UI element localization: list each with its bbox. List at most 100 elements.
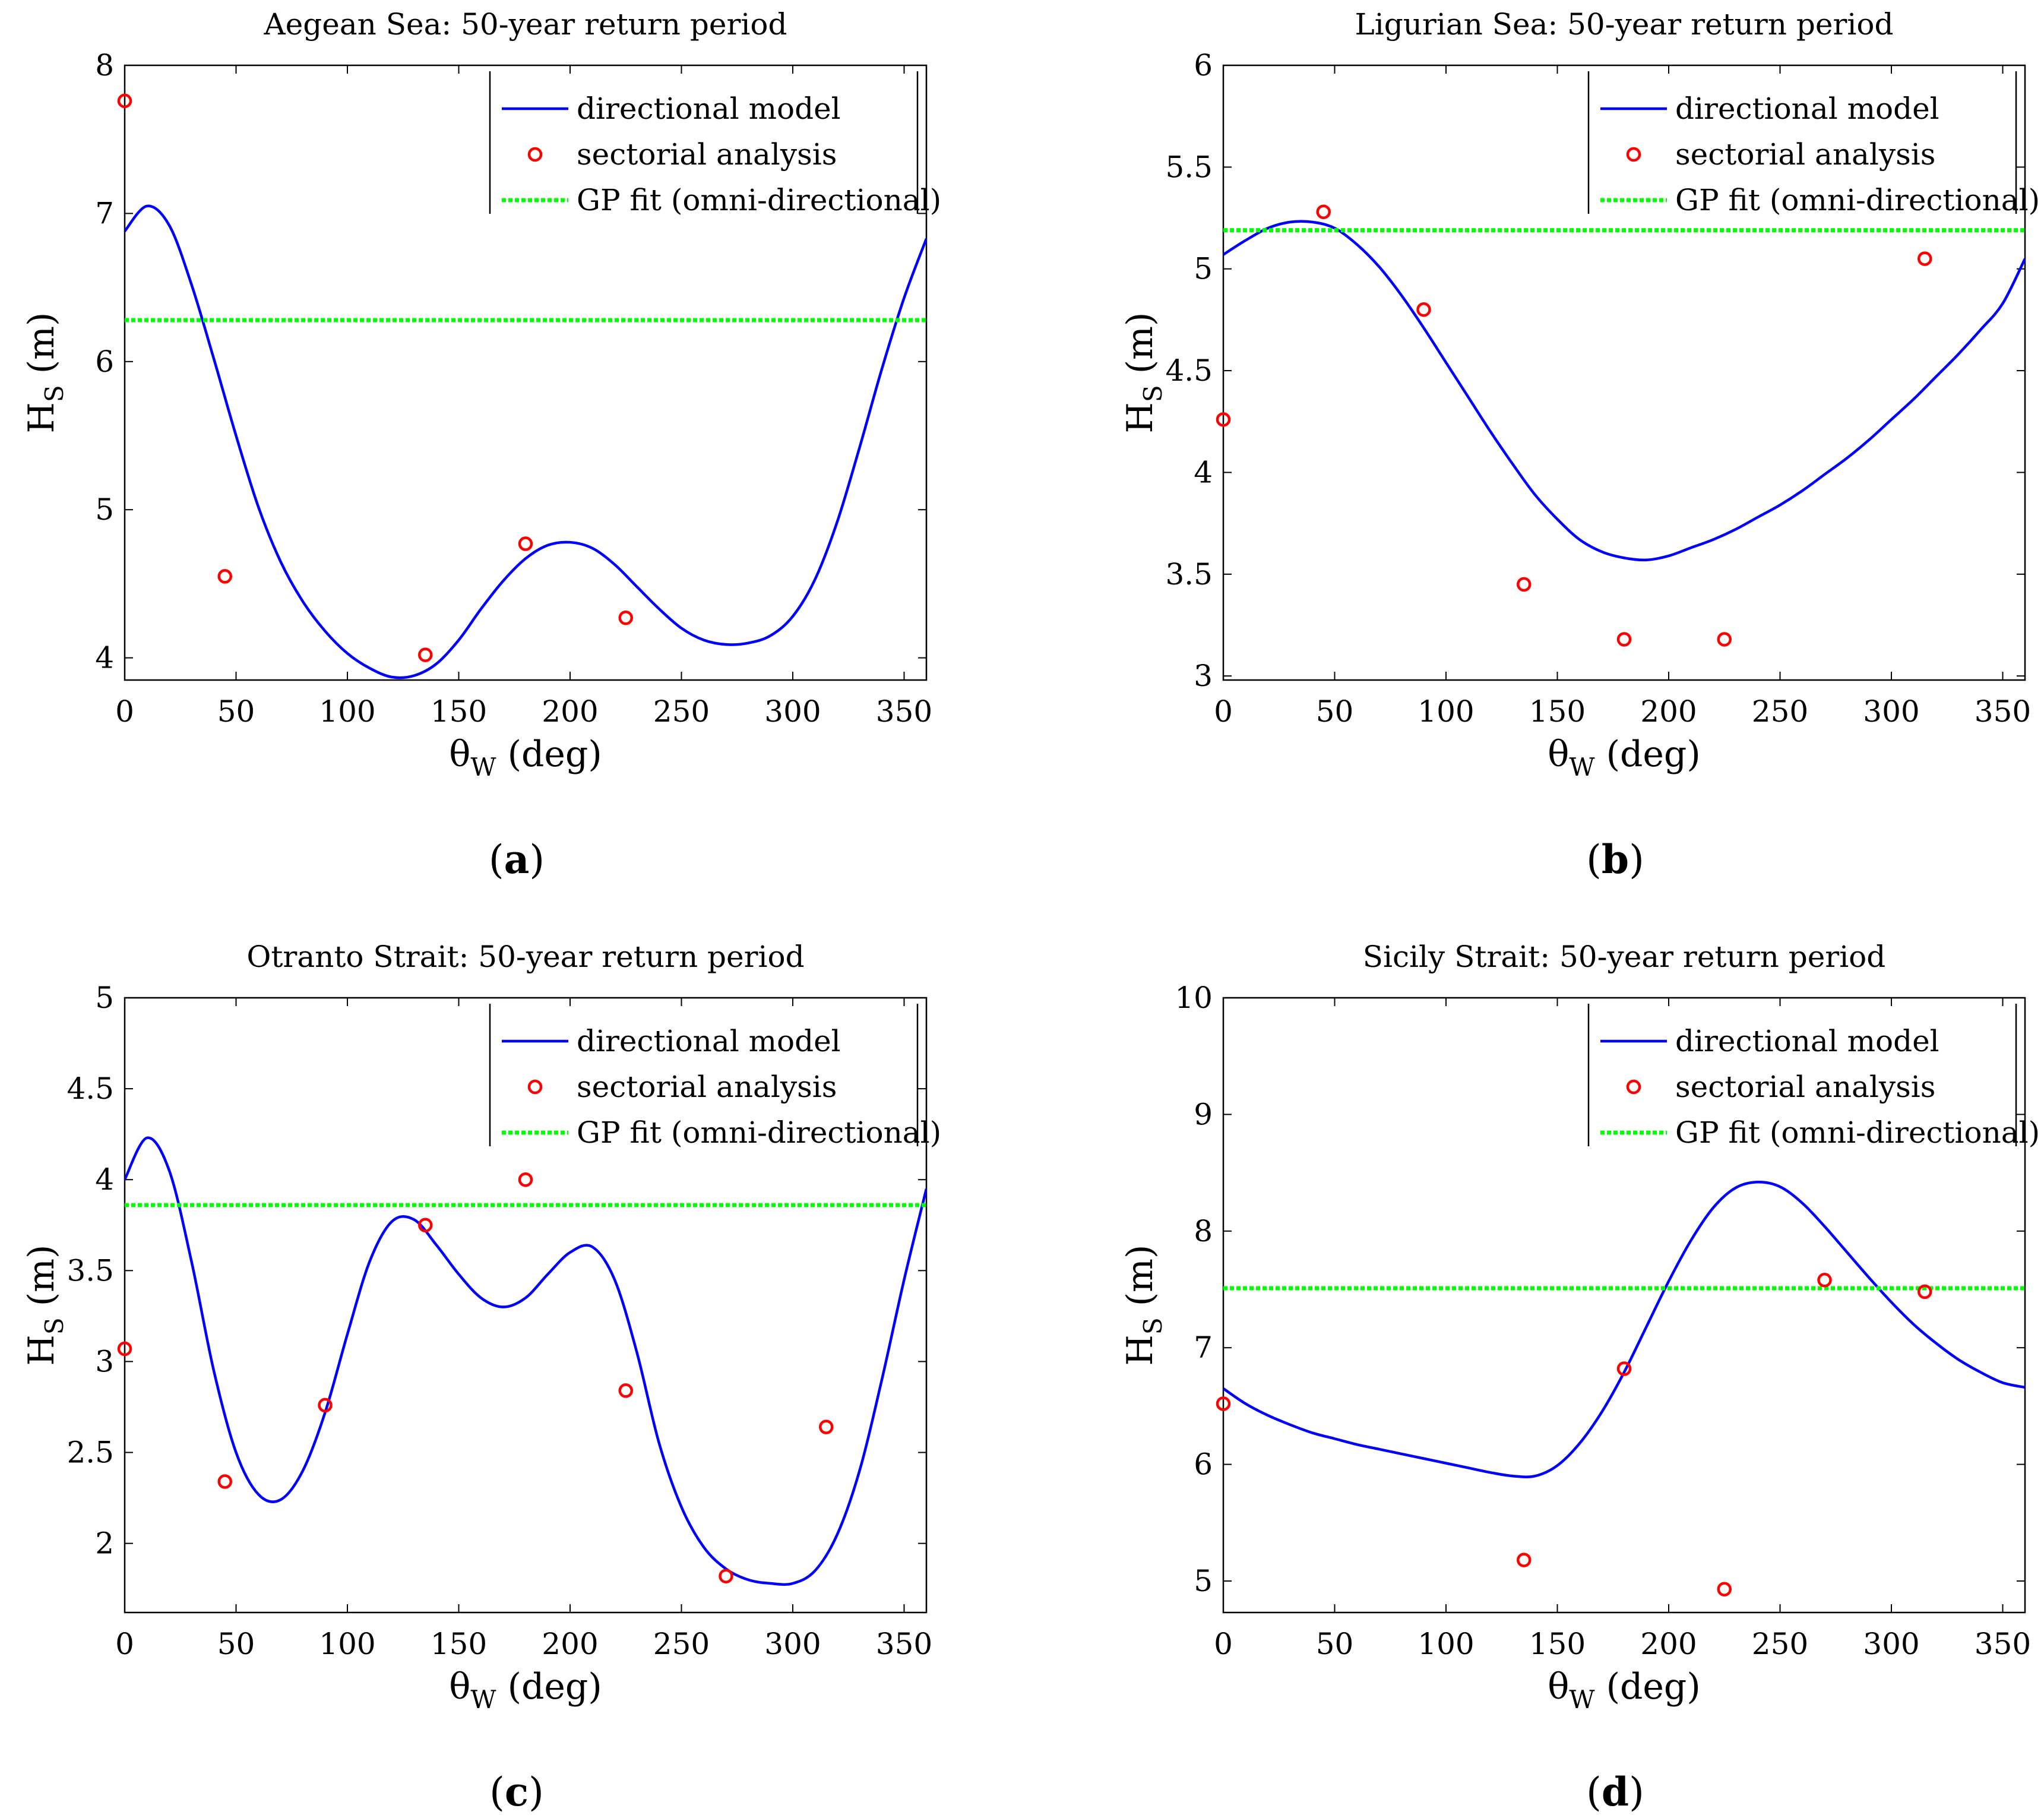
legend-gp-label: GP fit (omni-directional) xyxy=(577,183,941,217)
x-tick-label: 300 xyxy=(1863,1627,1919,1661)
x-tick-label: 250 xyxy=(1752,1627,1808,1661)
legend: directional model sectorial analysis GP fi… xyxy=(1587,71,2040,217)
x-axis-label: θW (deg) xyxy=(1548,733,1701,782)
axes-box xyxy=(1222,64,2026,681)
x-tick-label: 0 xyxy=(1214,694,1233,729)
y-tick-label: 3 xyxy=(95,1344,114,1378)
sectorial-point xyxy=(1517,1553,1532,1567)
y-label-unit: (m) xyxy=(21,312,62,385)
y-label-symbol: H xyxy=(21,1335,62,1365)
panel-label: (a) xyxy=(489,836,545,883)
sectorial-point xyxy=(318,1398,333,1413)
panel-label-open: ( xyxy=(489,837,504,883)
y-axis-label: HS (m) xyxy=(21,1245,69,1366)
y-axis-label: HS (m) xyxy=(1119,312,1167,434)
y-tick-label: 10 xyxy=(1175,981,1213,1015)
axes-box xyxy=(124,997,928,1614)
x-axis-label: θW (deg) xyxy=(449,1666,602,1714)
x-tick-label: 300 xyxy=(1863,694,1919,729)
x-label-symbol: θ xyxy=(449,1666,470,1708)
x-label-unit: (deg) xyxy=(496,733,602,775)
y-tick-label: 7 xyxy=(1194,1330,1213,1365)
y-label-symbol: H xyxy=(21,402,62,433)
y-tick-label: 8 xyxy=(95,48,114,83)
legend-gp-label: GP fit (omni-directional) xyxy=(1675,183,2040,217)
y-tick-label: 2 xyxy=(95,1526,114,1561)
directional-model-line xyxy=(1223,1181,2025,1479)
legend-marker-sectorial xyxy=(527,1079,543,1095)
chart-title: Sicily Strait: 50-year return period xyxy=(1363,940,1886,974)
x-label-unit: (deg) xyxy=(1595,733,1701,775)
y-tick-label: 3 xyxy=(1194,659,1213,693)
y-tick-label: 4.5 xyxy=(1165,353,1213,388)
x-tick-label: 100 xyxy=(1417,694,1474,729)
y-tick-label: 6 xyxy=(1194,1447,1213,1482)
y-tick-label: 3.5 xyxy=(1165,557,1213,592)
x-label-subscript: W xyxy=(470,753,496,782)
x-tick-label: 0 xyxy=(115,694,134,729)
x-tick-label: 250 xyxy=(653,1627,710,1661)
x-tick-label: 350 xyxy=(876,694,932,729)
legend-directional-label: directional model xyxy=(1675,1024,1939,1058)
x-tick-label: 200 xyxy=(1640,694,1697,729)
legend-sectorial-label: sectorial analysis xyxy=(577,1070,837,1104)
legend-gp-label: GP fit (omni-directional) xyxy=(577,1115,941,1150)
sectorial-point xyxy=(819,1419,834,1434)
x-tick-label: 50 xyxy=(1316,1627,1354,1661)
plot-area xyxy=(125,204,926,679)
y-tick-label: 7 xyxy=(95,196,114,230)
y-tick-label: 4 xyxy=(95,641,114,675)
legend-gp-label: GP fit (omni-directional) xyxy=(1675,1115,2040,1150)
sectorial-point xyxy=(1717,1582,1732,1596)
y-label-symbol: H xyxy=(1119,1335,1161,1365)
x-tick-label: 150 xyxy=(1529,694,1586,729)
legend-sectorial-label: sectorial analysis xyxy=(1675,137,1935,172)
x-tick-label: 50 xyxy=(217,694,255,729)
axes-box xyxy=(1222,997,2026,1614)
x-tick-label: 250 xyxy=(653,694,710,729)
sectorial-point xyxy=(618,611,633,625)
y-tick-label: 5 xyxy=(1194,1564,1213,1598)
panel-label-open: ( xyxy=(489,1769,505,1815)
x-label-symbol: θ xyxy=(449,733,470,775)
y-tick-label: 2.5 xyxy=(67,1436,114,1470)
y-label-unit: (m) xyxy=(21,1245,62,1318)
y-axis-label: HS (m) xyxy=(21,312,69,434)
panel-label-letter: a xyxy=(504,836,530,883)
x-tick-label: 200 xyxy=(542,1627,598,1661)
sectorial-point xyxy=(418,1218,433,1233)
sectorial-point xyxy=(1316,204,1331,220)
chart-panel-c: Otranto Strait: 50-year return period 0 50… xyxy=(21,940,941,1815)
chart-title: Aegean Sea: 50-year return period xyxy=(264,7,787,42)
x-label-unit: (deg) xyxy=(496,1666,602,1708)
panel-label: (c) xyxy=(489,1769,544,1815)
legend: directional model sectorial analysis GP fi… xyxy=(489,71,941,217)
sectorial-point xyxy=(618,1383,633,1398)
x-label-symbol: θ xyxy=(1548,1666,1569,1708)
x-tick-label: 50 xyxy=(217,1627,255,1661)
x-tick-label: 100 xyxy=(1417,1627,1474,1661)
sectorial-point xyxy=(1517,577,1532,592)
directional-model-line xyxy=(125,204,926,679)
y-label-subscript: S xyxy=(40,385,69,402)
directional-model-line xyxy=(125,1136,926,1586)
x-tick-label: 150 xyxy=(1529,1627,1586,1661)
x-tick-label: 350 xyxy=(876,1627,932,1661)
sectorial-point xyxy=(1216,412,1231,427)
legend: directional model sectorial analysis GP fi… xyxy=(1587,1004,2040,1150)
y-label-subscript: S xyxy=(1138,1317,1167,1335)
x-label-subscript: W xyxy=(470,1685,496,1714)
x-axis-label: θW (deg) xyxy=(1548,1666,1701,1714)
y-tick-label: 3.5 xyxy=(67,1253,114,1288)
sectorial-point xyxy=(117,1341,132,1357)
sectorial-point xyxy=(217,1474,232,1489)
sectorial-point xyxy=(1717,632,1732,647)
sectorial-point xyxy=(418,647,433,662)
axes-box xyxy=(124,64,928,681)
panel-label-letter: d xyxy=(1602,1769,1629,1815)
panel-label-letter: c xyxy=(505,1769,529,1815)
chart-panel-d: Sicily Strait: 50-year return period 0 50 1… xyxy=(1119,940,2040,1815)
plot-area xyxy=(1223,1181,2025,1479)
x-tick-label: 200 xyxy=(542,694,598,729)
plot-area xyxy=(125,1136,926,1586)
